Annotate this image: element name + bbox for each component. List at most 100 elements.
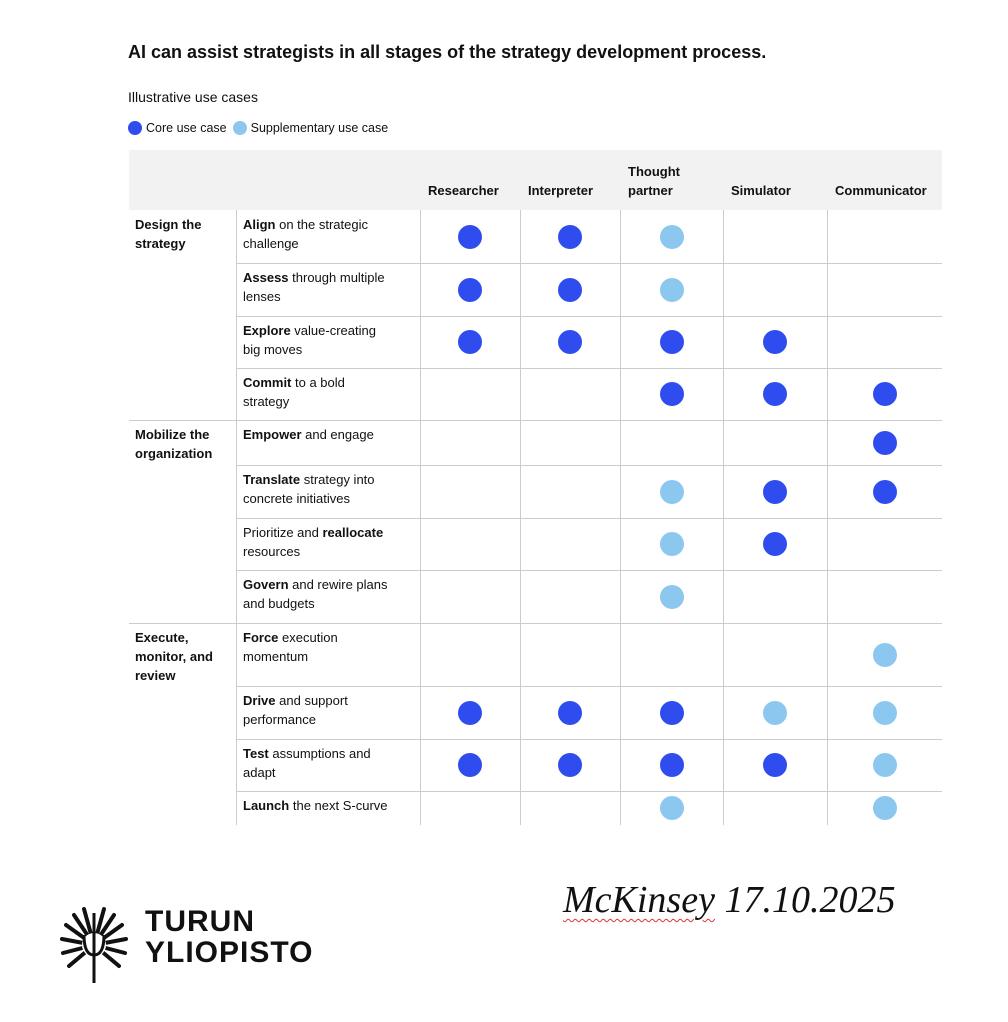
row-divider bbox=[236, 686, 942, 687]
row-label-part: Explore bbox=[243, 323, 291, 338]
column-header: Interpreter bbox=[528, 183, 594, 198]
row-label: Translate strategy into concrete initiat… bbox=[243, 470, 393, 508]
use-case-dot bbox=[763, 382, 787, 406]
use-case-dot bbox=[659, 584, 684, 609]
note: McKinsey 17.10.2025 bbox=[563, 878, 895, 922]
group-label: Design the strategy bbox=[135, 217, 202, 251]
row-label-part: strategy into concrete initiatives bbox=[243, 472, 375, 506]
use-case-dot bbox=[659, 700, 684, 725]
row-label-part: Force bbox=[243, 630, 279, 645]
row-label-part: value-creating big moves bbox=[243, 323, 376, 357]
use-case-dot bbox=[763, 753, 787, 777]
use-case-dot bbox=[659, 479, 684, 504]
column-divider bbox=[620, 210, 621, 825]
use-case-dot bbox=[763, 330, 787, 354]
use-case-dot bbox=[872, 753, 897, 777]
use-case-dot bbox=[659, 796, 684, 820]
row-label: Force execution momentum bbox=[243, 628, 393, 666]
use-case-dot bbox=[558, 277, 582, 302]
row-label: Test assumptions and adapt bbox=[243, 744, 393, 782]
logo-text: TURUN YLIOPISTO bbox=[145, 906, 313, 968]
use-case-dot bbox=[659, 753, 684, 777]
use-case-dot bbox=[763, 479, 787, 504]
use-case-dot bbox=[763, 532, 787, 556]
row-label: Assess through multiple lenses bbox=[243, 268, 393, 306]
use-case-dot bbox=[659, 330, 684, 354]
use-case-dot bbox=[872, 700, 897, 725]
row-divider bbox=[236, 739, 942, 740]
row-label: Prioritize and reallocate resources bbox=[243, 523, 393, 561]
row-label: Commit to a bold strategy bbox=[243, 373, 393, 411]
row-label-part: execution momentum bbox=[243, 630, 338, 664]
row-label-part: and support performance bbox=[243, 693, 348, 727]
row-label-part: to a bold strategy bbox=[243, 375, 345, 409]
use-case-dot bbox=[458, 700, 482, 725]
row-divider bbox=[236, 791, 942, 792]
use-case-dot bbox=[872, 430, 897, 455]
column-divider bbox=[420, 210, 421, 825]
use-case-dot bbox=[872, 479, 897, 504]
row-label: Explore value-creating big moves bbox=[243, 321, 393, 359]
use-case-dot bbox=[659, 532, 684, 556]
title: AI can assist strategists in all stages … bbox=[128, 42, 767, 62]
logo-mark bbox=[60, 907, 128, 983]
row-label-part: Empower bbox=[243, 427, 302, 442]
use-case-dot bbox=[558, 700, 582, 725]
use-case-dot bbox=[458, 224, 482, 249]
group-label: Mobilize the organization bbox=[135, 427, 213, 461]
row-label-part: through multiple lenses bbox=[243, 270, 385, 304]
legend-label: Supplementary use case bbox=[250, 121, 389, 135]
row-label-part: on the strategic challenge bbox=[243, 217, 368, 251]
use-case-dot bbox=[872, 796, 897, 820]
row-divider bbox=[236, 570, 942, 571]
row-label-part: the next S-curve bbox=[289, 798, 388, 813]
row-label-part: Drive bbox=[243, 693, 276, 708]
column-header: Researcher bbox=[428, 183, 499, 198]
use-case-dot bbox=[558, 330, 582, 354]
use-case-dot bbox=[558, 753, 582, 777]
group-divider bbox=[129, 623, 942, 624]
row-label-part: Prioritize and bbox=[243, 525, 323, 540]
column-header: Thought partner bbox=[628, 164, 680, 198]
row-label: Govern and rewire plans and budgets bbox=[243, 575, 393, 613]
legend-item: Supplementary use case bbox=[232, 121, 389, 135]
column-divider bbox=[520, 210, 521, 825]
row-label: Drive and support performance bbox=[243, 691, 393, 729]
legend: Core use case Supplementary use case bbox=[128, 121, 394, 135]
table-header bbox=[129, 150, 942, 210]
column-header: Communicator bbox=[835, 183, 927, 198]
row-label-part: Launch bbox=[243, 798, 290, 813]
row-label-part: Commit bbox=[243, 375, 292, 390]
use-case-dot bbox=[872, 642, 897, 667]
use-case-dot bbox=[659, 224, 684, 249]
note-date: 17.10.2025 bbox=[724, 879, 896, 921]
use-case-dot bbox=[659, 382, 684, 406]
logo-line: TURUN bbox=[145, 905, 255, 938]
column-divider bbox=[827, 210, 828, 825]
column-divider bbox=[723, 210, 724, 825]
column-divider bbox=[236, 210, 237, 825]
row-divider bbox=[236, 518, 942, 519]
use-case-dot bbox=[458, 277, 482, 302]
row-label-part: resources bbox=[243, 544, 301, 559]
legend-label: Core use case bbox=[146, 121, 227, 135]
use-case-dot bbox=[763, 700, 787, 725]
row-label-part: Govern bbox=[243, 577, 289, 592]
row-divider bbox=[236, 368, 942, 369]
row-divider bbox=[236, 263, 942, 264]
row-divider bbox=[236, 316, 942, 317]
row-label: Align on the strategic challenge bbox=[243, 215, 393, 253]
row-label-part: and rewire plans and budgets bbox=[243, 577, 388, 611]
group-label: Execute, monitor, and review bbox=[135, 630, 213, 683]
logo-line: YLIOPISTO bbox=[145, 936, 314, 969]
row-label-part: assumptions and adapt bbox=[243, 746, 371, 780]
note-word: McKinsey bbox=[563, 879, 715, 921]
row-label-part: Translate bbox=[243, 472, 301, 487]
use-case-dot bbox=[458, 330, 482, 354]
row-label: Launch the next S-curve bbox=[243, 796, 393, 815]
row-divider bbox=[236, 465, 942, 466]
use-case-dot bbox=[659, 277, 684, 302]
row-label-part: Align bbox=[243, 217, 276, 232]
row-label-part: Test bbox=[243, 746, 269, 761]
use-case-dot bbox=[458, 753, 482, 777]
